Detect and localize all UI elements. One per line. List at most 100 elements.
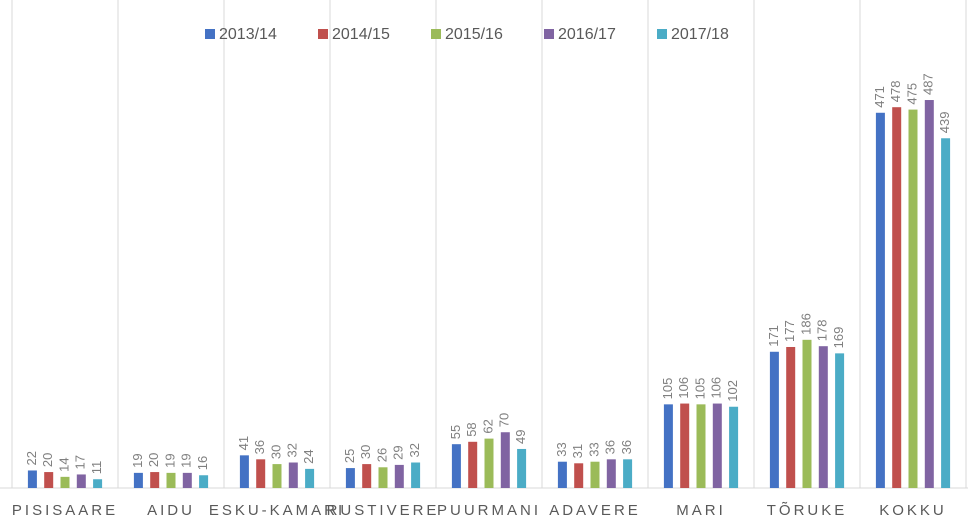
- data-label: 102: [725, 380, 740, 402]
- bar: [394, 464, 404, 488]
- data-label: 471: [872, 86, 887, 108]
- data-label: 33: [554, 442, 569, 456]
- legend-label: 2015/16: [445, 26, 503, 43]
- bar: [182, 472, 192, 488]
- bar: [574, 463, 584, 488]
- data-label: 16: [195, 456, 210, 470]
- bar: [468, 441, 478, 488]
- bar: [875, 112, 885, 489]
- bar: [378, 467, 388, 488]
- bar: [362, 464, 372, 488]
- bar: [712, 403, 722, 488]
- bar: [729, 406, 739, 488]
- x-tick-label: KOKKU: [879, 502, 947, 519]
- data-label: 177: [782, 320, 797, 342]
- bar: [590, 461, 600, 488]
- bar: [305, 468, 315, 488]
- data-label: 487: [921, 73, 936, 95]
- legend-label: 2017/18: [671, 26, 729, 43]
- legend-swatch: [544, 29, 554, 39]
- x-tick-label: ADAVERE: [549, 502, 641, 519]
- bar: [557, 461, 567, 488]
- bar: [500, 432, 510, 488]
- data-label: 178: [815, 319, 830, 341]
- x-tick-label: MARI: [676, 502, 726, 519]
- bar: [517, 448, 527, 488]
- data-label: 36: [619, 440, 634, 454]
- bar: [166, 472, 176, 488]
- bar: [924, 100, 934, 489]
- data-label: 24: [301, 449, 316, 463]
- bar: [908, 109, 918, 488]
- data-label: 30: [268, 445, 283, 459]
- bar: [133, 472, 143, 488]
- data-label: 20: [40, 453, 55, 467]
- legend-swatch: [318, 29, 328, 39]
- bar: [663, 404, 673, 488]
- data-label: 55: [448, 425, 463, 439]
- bar: [623, 459, 633, 488]
- x-tick-label: TÕRUKE: [767, 502, 848, 519]
- legend-label: 2014/15: [332, 26, 390, 43]
- data-label: 171: [766, 325, 781, 347]
- data-label: 29: [391, 445, 406, 459]
- bar: [451, 444, 461, 488]
- bar: [199, 475, 209, 488]
- data-label: 20: [146, 453, 161, 467]
- legend-swatch: [657, 29, 667, 39]
- bar: [256, 459, 266, 488]
- data-label: 33: [586, 442, 601, 456]
- bar: [892, 107, 902, 489]
- bar: [941, 138, 951, 488]
- data-label: 31: [570, 444, 585, 458]
- data-label: 58: [464, 422, 479, 436]
- bar: [835, 353, 845, 488]
- bar: [802, 339, 812, 488]
- x-tick-label: PUURMANI: [437, 502, 541, 519]
- data-label: 439: [937, 112, 952, 134]
- data-label: 106: [709, 377, 724, 399]
- bar: [288, 462, 298, 488]
- data-label: 36: [603, 440, 618, 454]
- data-label: 32: [407, 443, 422, 457]
- bar: [786, 346, 796, 488]
- data-label: 19: [130, 453, 145, 467]
- data-label: 62: [480, 419, 495, 433]
- data-label: 32: [285, 443, 300, 457]
- bar: [44, 472, 54, 488]
- bar: [76, 474, 86, 488]
- data-label: 19: [179, 453, 194, 467]
- data-label: 49: [513, 429, 528, 443]
- data-label: 25: [342, 449, 357, 463]
- data-label: 478: [888, 80, 903, 102]
- data-label: 36: [252, 440, 267, 454]
- bar: [680, 403, 690, 488]
- bar: [272, 464, 282, 488]
- legend-label: 2016/17: [558, 26, 616, 43]
- legend-label: 2013/14: [219, 26, 277, 43]
- legend-swatch: [205, 29, 215, 39]
- data-label: 11: [89, 461, 104, 475]
- legend-swatch: [431, 29, 441, 39]
- data-label: 17: [73, 455, 88, 469]
- data-label: 19: [162, 453, 177, 467]
- data-label: 475: [904, 83, 919, 105]
- bar: [411, 462, 421, 488]
- data-label: 106: [676, 377, 691, 399]
- data-label: 169: [831, 327, 846, 349]
- x-tick-label: RUSTIVERE: [327, 502, 440, 519]
- x-tick-label: ESKU-KAMARI: [209, 502, 345, 519]
- data-label: 41: [236, 436, 251, 450]
- bar: [818, 346, 828, 488]
- bar: [484, 438, 494, 488]
- data-label: 105: [692, 378, 707, 400]
- data-label: 105: [660, 378, 675, 400]
- bar: [769, 351, 779, 488]
- bar: [93, 479, 103, 488]
- data-label: 30: [358, 445, 373, 459]
- data-label: 22: [24, 451, 39, 465]
- data-label: 70: [497, 413, 512, 427]
- bar: [606, 459, 616, 488]
- bar: [239, 455, 249, 488]
